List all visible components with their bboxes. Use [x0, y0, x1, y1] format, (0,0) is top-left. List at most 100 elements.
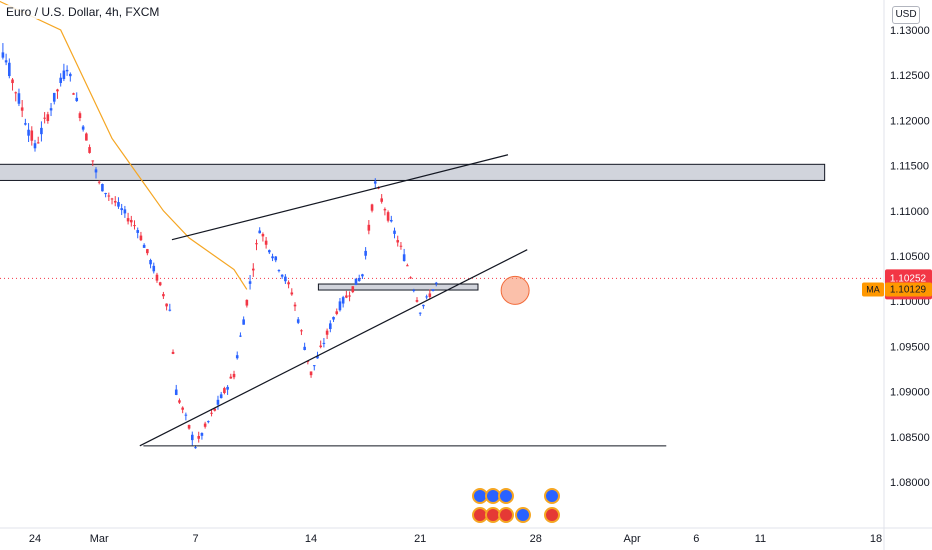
- breakout-marker: [500, 275, 530, 305]
- resistance-zone: [0, 163, 826, 181]
- candle-body: [367, 224, 371, 231]
- candle-body: [312, 365, 316, 367]
- candle-body: [136, 230, 140, 233]
- candle-body: [165, 303, 168, 307]
- candle-body: [123, 209, 127, 214]
- candle-body: [94, 169, 98, 173]
- candle-body: [184, 414, 188, 416]
- candle-body: [178, 400, 181, 403]
- candle-body: [97, 181, 101, 183]
- candle-body: [1, 52, 5, 58]
- candle-body: [130, 219, 133, 223]
- candle-body: [219, 394, 223, 399]
- x-tick-label: 7: [192, 533, 198, 545]
- candle-body: [364, 250, 367, 256]
- event-icon-bottom: [498, 507, 514, 523]
- candle-body: [341, 297, 345, 304]
- candle-body: [171, 351, 175, 354]
- candle-body: [40, 127, 43, 135]
- candle-body: [361, 274, 364, 277]
- candle-body: [17, 93, 21, 104]
- candle-body: [110, 198, 114, 200]
- candle-body: [52, 92, 56, 102]
- candle-body: [158, 282, 162, 286]
- candle-body: [434, 282, 438, 284]
- candle-body: [56, 89, 59, 92]
- candle-body: [431, 289, 435, 291]
- y-tick-label: 1.11500: [890, 161, 929, 173]
- candle-body: [415, 300, 419, 302]
- candle-body: [239, 335, 242, 337]
- y-tick-label: 1.12000: [890, 115, 930, 127]
- x-tick-label: 21: [414, 533, 426, 545]
- candle-body: [409, 277, 412, 279]
- candle-body: [232, 373, 236, 378]
- y-tick-label: 1.12500: [890, 70, 930, 82]
- event-icon-bottom: [485, 507, 501, 523]
- y-tick-label: 1.11000: [890, 206, 929, 218]
- y-tick-label: 1.08500: [890, 432, 930, 444]
- candle-body: [280, 274, 284, 277]
- candle-body: [300, 330, 303, 332]
- candle-body: [293, 304, 297, 307]
- candle-body: [284, 276, 287, 282]
- candle-body: [390, 219, 393, 222]
- ma-name-label: MA: [866, 285, 880, 295]
- currency-button[interactable]: USD: [892, 6, 920, 24]
- event-icon-top: [544, 488, 560, 504]
- candle-body: [200, 433, 204, 436]
- candle-body: [309, 371, 313, 376]
- x-tick-label: 24: [29, 533, 41, 545]
- candle-body: [428, 293, 432, 297]
- candle-body: [335, 311, 339, 314]
- candle-body: [322, 342, 326, 344]
- candle-body: [402, 254, 406, 262]
- candle-body: [168, 309, 172, 311]
- event-icon-bottom: [515, 507, 531, 523]
- candle-body: [351, 286, 355, 293]
- support-zone: [317, 283, 479, 291]
- candle-body: [210, 412, 213, 414]
- candle-body: [36, 142, 40, 144]
- x-tick-label: 28: [530, 533, 542, 545]
- candle-body: [20, 107, 24, 111]
- candle-body: [4, 60, 8, 63]
- candle-body: [422, 304, 425, 307]
- ma-value-box: [885, 282, 932, 297]
- candle-body: [142, 244, 146, 248]
- candle-body: [380, 198, 383, 202]
- candle-body: [62, 70, 66, 80]
- candle-body: [261, 234, 265, 237]
- candle-body: [85, 133, 88, 141]
- candle-body: [207, 421, 210, 423]
- candle-body: [152, 265, 156, 272]
- lower-trendline: [139, 249, 528, 447]
- x-tick-label: 14: [305, 533, 317, 545]
- candle-body: [14, 92, 18, 94]
- candle-body: [348, 295, 351, 297]
- candle-body: [399, 245, 403, 247]
- candle-body: [319, 345, 322, 348]
- y-tick-label: 1.13000: [890, 25, 930, 37]
- x-tick-label: Apr: [623, 533, 640, 545]
- candle-body: [357, 278, 361, 282]
- candle-body: [242, 319, 245, 325]
- candle-body: [33, 143, 37, 149]
- event-icon-top: [472, 488, 488, 504]
- candle-body: [27, 129, 30, 136]
- candle-body: [255, 243, 258, 245]
- candle-body: [8, 62, 11, 77]
- candle-body: [24, 123, 27, 125]
- candle-body: [316, 355, 319, 359]
- event-icon-bottom: [544, 507, 560, 523]
- candle-body: [370, 204, 374, 211]
- candle-body: [332, 316, 335, 320]
- candle-body: [226, 386, 229, 390]
- candle-body: [11, 79, 14, 84]
- y-tick-label: 1.09000: [890, 387, 930, 399]
- candle-body: [75, 97, 79, 102]
- candle-body: [187, 425, 191, 429]
- candle-body: [203, 423, 207, 427]
